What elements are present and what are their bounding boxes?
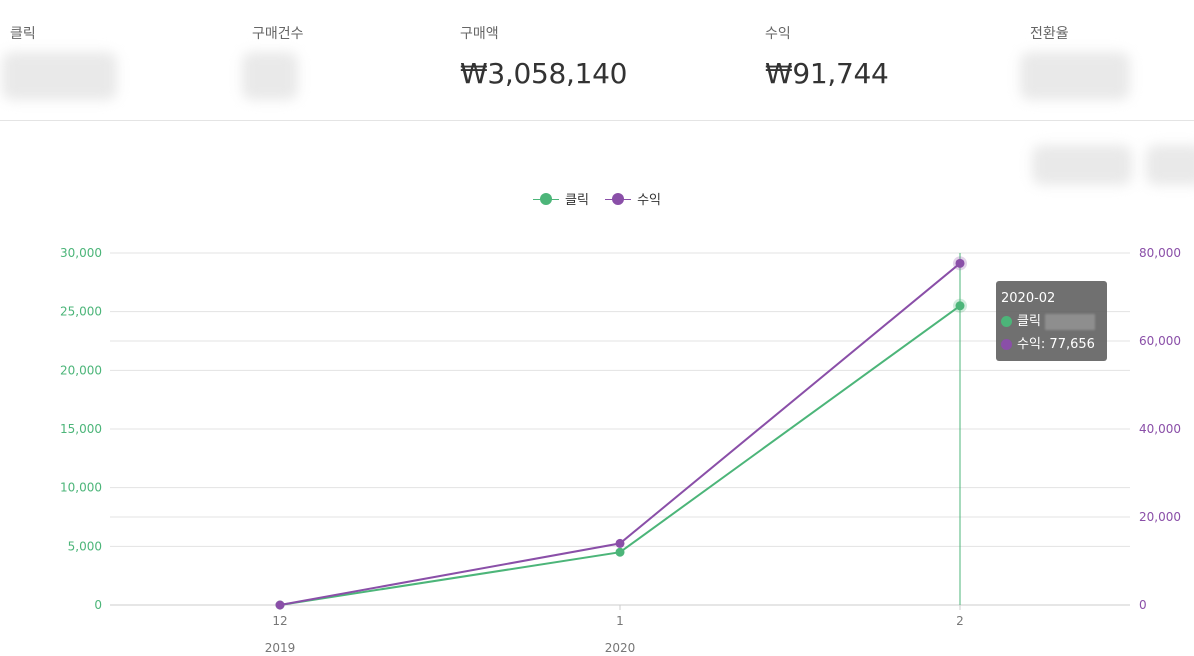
stat-purchases: 구매건수 [242,24,304,100]
tooltip-revenue-dot [1001,339,1012,350]
x-axis-tick-label: 1 [616,614,624,628]
stat-clicks-label: 클릭 [10,26,36,42]
legend-revenue-marker [605,192,632,205]
stat-purchase-amount: 구매액 ₩3,058,140 [460,24,628,92]
stat-conversion-value-blurred [1020,52,1130,100]
stats-summary: 클릭 구매건수 구매액 ₩3,058,140 수익 ₩91,744 전환율 [0,0,1194,121]
tooltip-clicks-value-blurred [1044,313,1095,330]
stat-revenue-label: 수익 [765,26,791,42]
chart-panel: 클릭 수익 0 5,000 10,000 15,000 20,000 25,000 30,0… [0,121,1194,656]
legend-clicks-label: 클릭 [565,193,589,208]
series-line-clicks [279,304,961,606]
legend-item-clicks[interactable]: 클릭 [533,189,589,208]
left-axis-tick-label: 30,000 [60,246,102,260]
left-axis-tick-label: 0 [94,598,102,612]
x-axis-tick-label: 2 [956,614,964,628]
data-point-revenue[interactable] [955,258,965,268]
left-axis-tick-label: 5,000 [68,539,102,553]
period-control-blurred[interactable] [1146,145,1194,185]
right-axis-tick-label: 20,000 [1139,510,1181,524]
right-axis-tick-label: 40,000 [1139,422,1181,436]
stat-conversion-label: 전환율 [1030,26,1069,42]
stat-purchase-amount-label: 구매액 [460,26,499,42]
stat-purchases-label: 구매건수 [252,26,304,42]
date-range-control-blurred[interactable] [1032,145,1132,185]
tooltip-title: 2020-02 [1001,291,1056,306]
data-point-revenue[interactable] [615,538,625,548]
chart-legend: 클릭 수익 [0,189,1194,209]
legend-clicks-marker [533,192,559,205]
tooltip-clicks-label: 클릭 [1017,314,1041,329]
right-axis-tick-label: 60,000 [1139,334,1181,348]
right-axis-tick-label: 0 [1139,598,1147,612]
left-axis-tick-label: 20,000 [60,363,102,377]
data-point-clicks[interactable] [955,301,965,311]
legend-revenue-label: 수익 [637,193,661,208]
x-axis-year-label: 2020 [605,641,636,655]
x-axis-tick-label: 12 [272,614,287,628]
tooltip-row-clicks: 클릭 [1001,310,1102,333]
data-point-revenue[interactable] [275,600,285,610]
left-axis-tick-label: 15,000 [60,422,102,436]
stat-clicks-value-blurred [2,52,117,100]
chart-tooltip: 2020-02 클릭 수익: 77,656 [996,281,1107,361]
stat-purchases-value-blurred [242,52,298,100]
stat-clicks: 클릭 [2,24,117,100]
left-axis-tick-label: 25,000 [60,305,102,319]
right-axis-tick-label: 80,000 [1139,246,1181,260]
line-chart[interactable]: 0 5,000 10,000 15,000 20,000 25,000 30,000 0 20,… [0,121,1194,656]
legend-item-revenue[interactable]: 수익 [605,189,661,208]
tooltip-clicks-dot [1001,316,1012,327]
stat-revenue: 수익 ₩91,744 [765,24,889,92]
stat-conversion: 전환율 [1020,24,1130,100]
x-axis-year-label: 2019 [265,641,296,655]
stat-purchase-amount-value: ₩3,058,140 [460,57,628,90]
data-point-clicks[interactable] [615,547,625,557]
left-axis-tick-label: 10,000 [60,481,102,495]
tooltip-row-revenue: 수익: 77,656 [1001,333,1102,356]
stat-revenue-value: ₩91,744 [765,57,889,90]
tooltip-revenue-label: 수익: 77,656 [1017,337,1095,352]
